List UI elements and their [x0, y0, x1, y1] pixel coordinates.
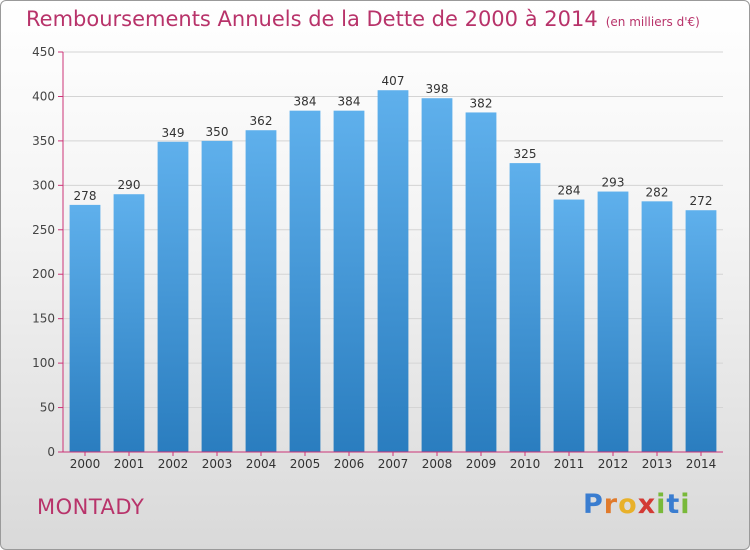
- data-label: 282: [646, 185, 669, 199]
- data-label: 362: [250, 114, 273, 128]
- bar: [641, 201, 673, 452]
- y-tick-label: 0: [47, 445, 55, 459]
- proxiti-logo: Proxiti: [583, 489, 691, 520]
- labels: 0 50 100 150 200 250 300 350 400 450 278 2000 290 200…: [32, 45, 716, 471]
- data-label: 325: [514, 147, 537, 161]
- data-label: 350: [206, 125, 229, 139]
- x-tick-label: 2002: [158, 457, 189, 471]
- bars: [69, 90, 717, 453]
- x-tick-label: 2005: [290, 457, 321, 471]
- chart-subtitle: (en milliers d'€): [605, 15, 700, 29]
- bar: [333, 110, 365, 453]
- x-tick-label: 2003: [202, 457, 233, 471]
- data-label: 407: [382, 74, 405, 88]
- data-label: 272: [690, 194, 713, 208]
- city-name: MONTADY: [37, 495, 145, 519]
- bar: [685, 210, 717, 452]
- y-tick-label: 50: [40, 401, 55, 415]
- data-label: 384: [338, 95, 361, 109]
- bar: [377, 90, 409, 452]
- data-label: 384: [294, 95, 317, 109]
- bar: [509, 163, 541, 452]
- chart-title: Remboursements Annuels de la Dette de 20…: [26, 7, 700, 31]
- x-tick-label: 2013: [642, 457, 673, 471]
- data-label: 284: [558, 184, 581, 198]
- x-tick-label: 2006: [334, 457, 365, 471]
- data-label: 293: [602, 176, 625, 190]
- data-label: 398: [426, 82, 449, 96]
- bar: [113, 194, 145, 452]
- x-tick-label: 2014: [686, 457, 717, 471]
- data-label: 349: [162, 126, 185, 140]
- chart-title-text: Remboursements Annuels de la Dette de 20…: [26, 7, 598, 31]
- bar: [597, 191, 629, 453]
- logo-letter: r: [603, 489, 619, 520]
- bar: [245, 130, 277, 452]
- data-label: 382: [470, 96, 493, 110]
- axes: [58, 51, 723, 456]
- x-tick-label: 2009: [466, 457, 497, 471]
- bar: [465, 112, 497, 452]
- y-tick-label: 150: [32, 312, 55, 326]
- x-tick-label: 2012: [598, 457, 629, 471]
- data-label: 278: [74, 189, 97, 203]
- bar: [157, 141, 189, 452]
- x-tick-label: 2008: [422, 457, 453, 471]
- logo-letter: t: [666, 489, 681, 520]
- bar: [421, 98, 453, 452]
- y-tick-label: 450: [32, 45, 55, 59]
- logo-letter: o: [618, 489, 638, 520]
- data-label: 290: [118, 178, 141, 192]
- y-tick-label: 250: [32, 223, 55, 237]
- x-tick-label: 2000: [70, 457, 101, 471]
- bar: [553, 199, 585, 452]
- bar: [289, 110, 321, 453]
- x-tick-label: 2001: [114, 457, 145, 471]
- y-tick-label: 200: [32, 267, 55, 281]
- y-tick-label: 400: [32, 89, 55, 103]
- x-tick-label: 2011: [554, 457, 585, 471]
- x-tick-label: 2007: [378, 457, 409, 471]
- x-tick-label: 2010: [510, 457, 541, 471]
- y-tick-label: 300: [32, 178, 55, 192]
- bar: [201, 140, 233, 452]
- logo-letter: i: [680, 489, 691, 520]
- bar: [69, 204, 101, 452]
- logo-letter: x: [637, 489, 657, 520]
- x-tick-label: 2004: [246, 457, 277, 471]
- y-tick-label: 350: [32, 134, 55, 148]
- logo-letter: i: [656, 489, 667, 520]
- y-tick-label: 100: [32, 356, 55, 370]
- logo-letter: P: [583, 489, 604, 520]
